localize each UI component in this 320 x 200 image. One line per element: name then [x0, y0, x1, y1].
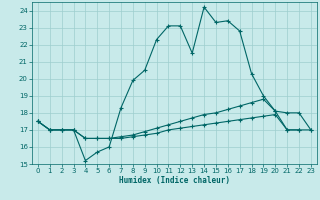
X-axis label: Humidex (Indice chaleur): Humidex (Indice chaleur) — [119, 176, 230, 185]
